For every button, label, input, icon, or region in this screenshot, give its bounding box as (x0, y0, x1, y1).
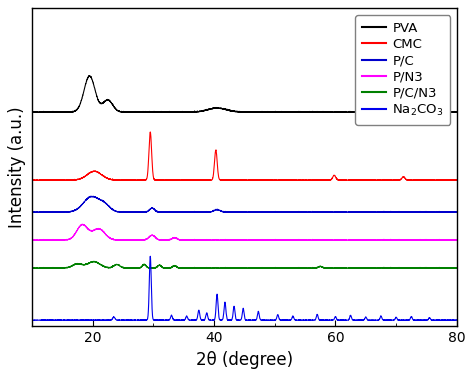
Y-axis label: Intensity (a.u.): Intensity (a.u.) (9, 106, 27, 228)
P/C (454, 210, 460, 214)
Line: Na$_2$CO$_3$: Na$_2$CO$_3$ (32, 256, 457, 320)
P/N3 (379, 238, 384, 242)
PVA (379, 110, 384, 114)
P/C/N3 (346, 266, 352, 270)
Na$_2$CO$_3$ (306, 318, 311, 322)
Na$_2$CO$_3$ (379, 314, 384, 319)
PVA (106, 98, 112, 103)
Na$_2$CO$_3$ (106, 318, 112, 322)
P/C/N3 (191, 266, 197, 270)
CMC (191, 178, 197, 182)
CMC (147, 130, 153, 134)
Na$_2$CO$_3$ (147, 254, 153, 259)
P/C (395, 210, 401, 215)
P/N3 (80, 222, 86, 227)
Na$_2$CO$_3$ (29, 318, 35, 322)
P/C (306, 210, 311, 214)
CMC (29, 178, 35, 182)
PVA (52, 110, 58, 115)
CMC (52, 178, 58, 182)
P/C/N3 (284, 266, 290, 270)
P/N3 (106, 235, 112, 240)
Na$_2$CO$_3$ (346, 316, 352, 321)
CMC (106, 177, 112, 181)
Line: PVA: PVA (32, 75, 457, 112)
P/N3 (284, 238, 290, 242)
Na$_2$CO$_3$ (191, 318, 197, 322)
P/C (346, 210, 352, 215)
P/N3 (306, 238, 311, 242)
P/N3 (346, 237, 352, 242)
PVA (87, 73, 92, 78)
P/C (29, 210, 35, 215)
P/C/N3 (91, 259, 96, 264)
CMC (346, 177, 352, 182)
CMC (379, 178, 384, 182)
P/C/N3 (106, 265, 112, 270)
P/C (88, 194, 94, 198)
P/C/N3 (379, 266, 384, 270)
CMC (284, 178, 290, 182)
P/C/N3 (454, 266, 460, 270)
Line: P/C/N3: P/C/N3 (32, 261, 457, 268)
P/N3 (52, 238, 58, 242)
P/C (284, 210, 290, 215)
PVA (346, 109, 352, 113)
P/C/N3 (306, 266, 311, 270)
CMC (454, 178, 460, 182)
PVA (284, 110, 290, 114)
P/N3 (29, 238, 35, 242)
PVA (29, 110, 35, 115)
Na$_2$CO$_3$ (454, 318, 460, 322)
Line: P/N3: P/N3 (32, 224, 457, 240)
P/N3 (191, 238, 197, 242)
P/C (379, 210, 384, 215)
Na$_2$CO$_3$ (284, 318, 290, 322)
PVA (306, 110, 311, 114)
P/C/N3 (29, 266, 35, 270)
PVA (454, 110, 460, 114)
Line: P/C: P/C (32, 196, 457, 212)
X-axis label: 2θ (degree): 2θ (degree) (196, 351, 293, 369)
PVA (191, 110, 197, 114)
Na$_2$CO$_3$ (52, 318, 58, 322)
Legend: PVA, CMC, P/C, P/N3, P/C/N3, Na$_2$CO$_3$: PVA, CMC, P/C, P/N3, P/C/N3, Na$_2$CO$_3… (356, 15, 450, 125)
P/C (191, 210, 197, 215)
P/C (106, 204, 112, 209)
Line: CMC: CMC (32, 132, 457, 180)
P/N3 (454, 238, 460, 242)
P/C/N3 (395, 266, 401, 271)
CMC (306, 178, 311, 182)
